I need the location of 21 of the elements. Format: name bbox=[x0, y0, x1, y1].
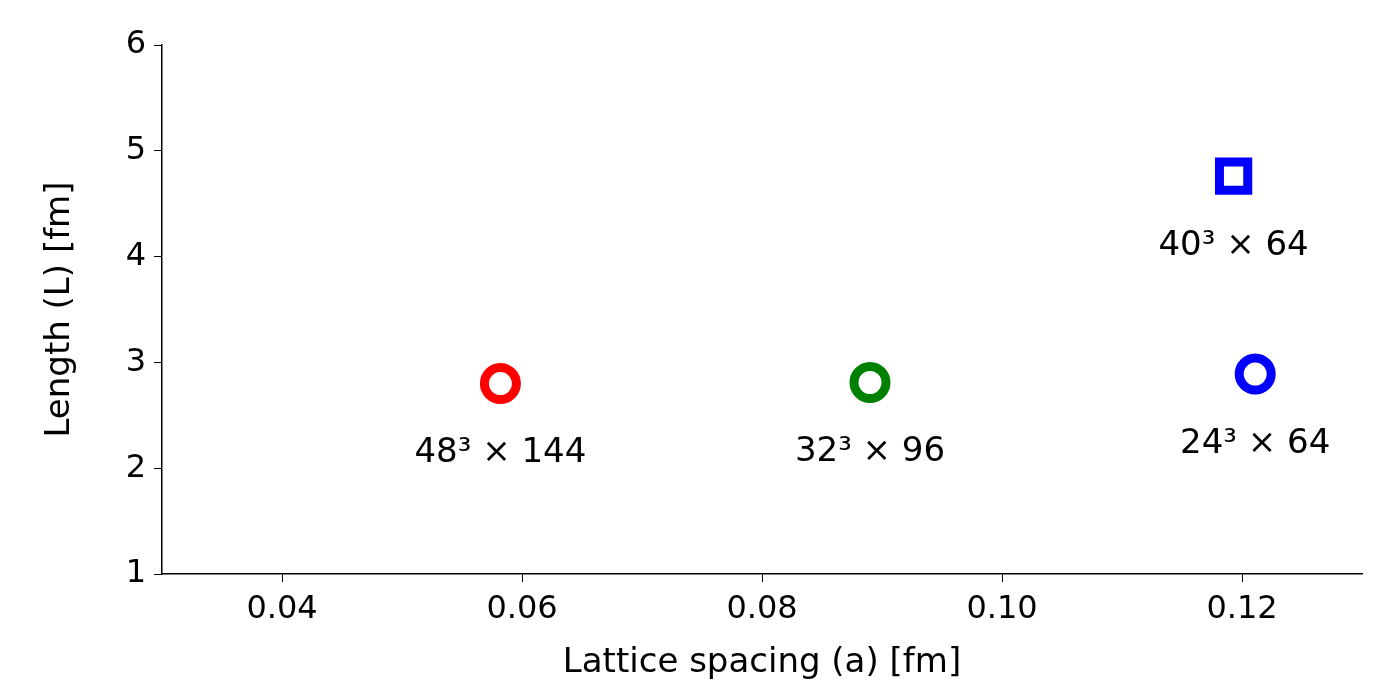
point bbox=[479, 363, 521, 405]
annotation: 48³ × 144 bbox=[414, 430, 587, 471]
point bbox=[849, 362, 891, 403]
x-tick-label: 0.08 bbox=[726, 587, 798, 626]
y-tick-label: 6 bbox=[125, 23, 146, 62]
x-tick-label: 0.04 bbox=[246, 587, 318, 626]
y-tick-label: 2 bbox=[125, 446, 146, 485]
x-tick-label: 0.12 bbox=[1206, 587, 1278, 626]
annotation: 40³ × 64 bbox=[1158, 223, 1309, 264]
y-tick-label: 5 bbox=[125, 129, 146, 168]
x-tick-label: 0.10 bbox=[966, 587, 1038, 626]
y-tick-label: 4 bbox=[125, 234, 146, 273]
x-tick-label: 0.06 bbox=[486, 587, 558, 626]
annotation: 32³ × 96 bbox=[794, 429, 946, 470]
x-axis-title: Lattice spacing (a) [fm] bbox=[562, 640, 962, 681]
y-axis-title: Length (L) [fm] bbox=[37, 181, 78, 438]
annotation: 24³ × 64 bbox=[1180, 420, 1331, 461]
y-tick-label: 3 bbox=[125, 340, 146, 379]
y-tick-label: 1 bbox=[125, 552, 146, 591]
point bbox=[1234, 353, 1276, 395]
point bbox=[1214, 157, 1253, 195]
